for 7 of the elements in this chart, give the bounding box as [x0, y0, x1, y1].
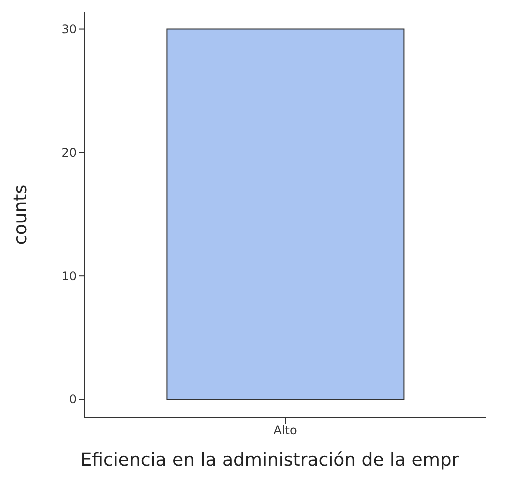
y-tick-label: 10: [62, 269, 77, 284]
y-axis-title: counts: [10, 184, 32, 246]
y-tick-label: 0: [69, 392, 77, 407]
x-tick-label: Alto: [274, 424, 298, 438]
x-axis-title: Eficiencia en la administración de la empr: [80, 450, 460, 471]
y-tick-label: 20: [62, 146, 77, 160]
y-tick-label: 30: [62, 22, 77, 37]
